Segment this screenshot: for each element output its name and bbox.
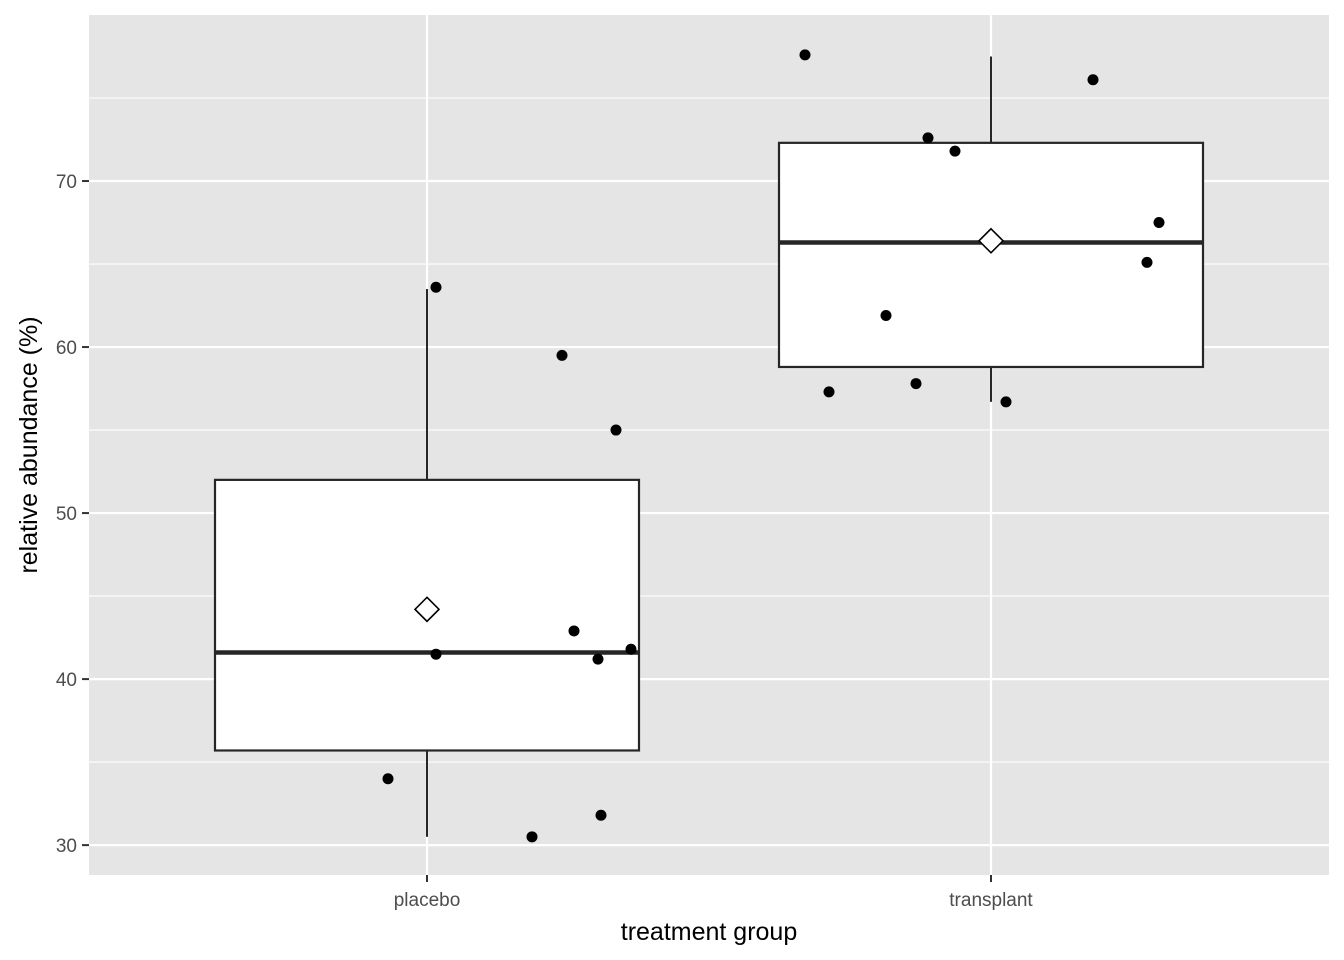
data-point xyxy=(1087,74,1099,86)
data-point xyxy=(1141,256,1153,268)
box-placebo xyxy=(213,288,641,837)
data-point xyxy=(799,49,811,61)
y-axis-title: relative abundance (%) xyxy=(15,316,43,573)
data-points xyxy=(382,49,1165,843)
data-point xyxy=(823,386,835,398)
data-point xyxy=(949,145,961,157)
data-point xyxy=(382,773,394,785)
data-point xyxy=(568,625,580,637)
data-point xyxy=(430,281,442,293)
y-tick-label: 30 xyxy=(56,836,77,857)
data-point xyxy=(592,653,604,665)
box-transplant xyxy=(777,56,1205,402)
x-axis: placebo transplant xyxy=(394,875,1033,911)
boxes xyxy=(213,56,1205,837)
mean-marker xyxy=(977,227,1005,254)
data-point xyxy=(430,648,442,660)
data-point xyxy=(526,831,538,843)
data-point xyxy=(556,349,568,361)
y-tick-label: 40 xyxy=(56,670,77,691)
data-point xyxy=(880,310,892,322)
data-point xyxy=(910,378,922,390)
y-tick-label: 60 xyxy=(56,338,77,359)
data-point xyxy=(1153,217,1165,229)
interquartile-box xyxy=(777,141,1205,369)
data-point xyxy=(922,132,934,144)
y-tick-label: 70 xyxy=(56,172,77,193)
mean-marker xyxy=(413,596,441,623)
x-tick-label: placebo xyxy=(394,890,461,911)
x-axis-title: treatment group xyxy=(621,918,798,946)
y-axis: 30 40 50 60 70 xyxy=(56,172,89,857)
data-point xyxy=(610,424,622,436)
y-tick-label: 50 xyxy=(56,504,77,525)
data-point xyxy=(625,643,637,655)
data-point xyxy=(1000,396,1012,408)
data-point xyxy=(595,809,607,821)
x-tick-label: transplant xyxy=(949,890,1033,911)
